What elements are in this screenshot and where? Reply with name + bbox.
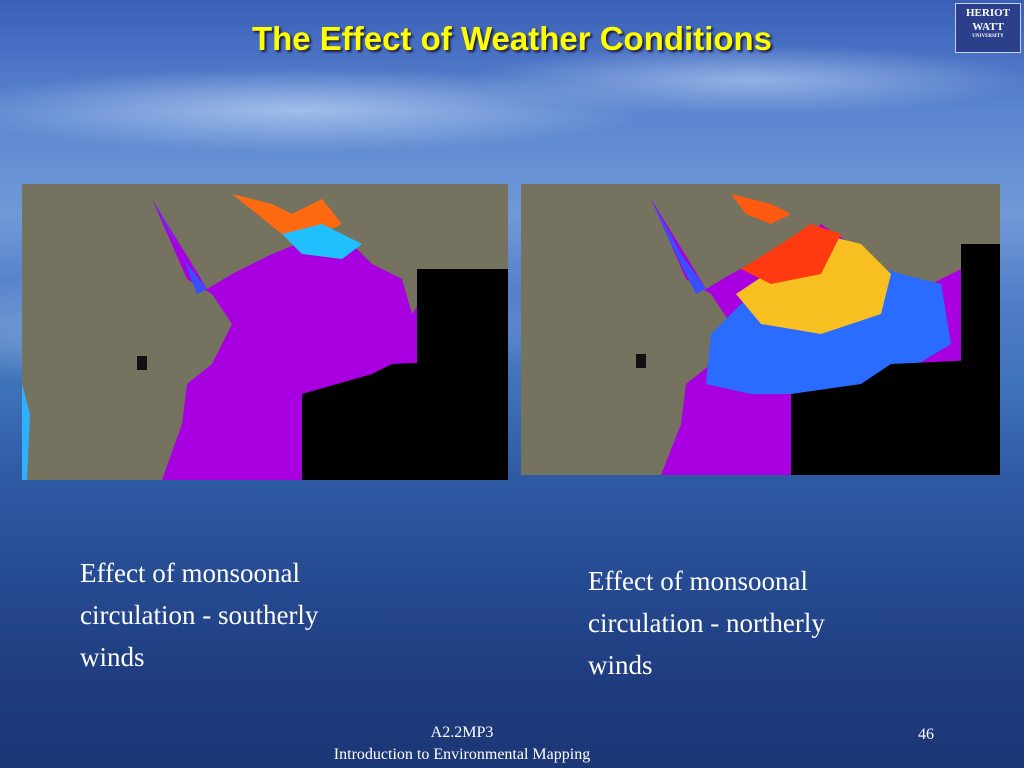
- caption-line: winds: [80, 642, 145, 672]
- caption: Effect of monsoonal circulation - southe…: [80, 552, 318, 678]
- satellite-map: [521, 184, 1000, 475]
- page-number: 46: [918, 726, 934, 743]
- caption-line: Effect of monsoonal: [80, 558, 300, 588]
- caption: Effect of monsoonal circulation - northe…: [588, 560, 825, 686]
- caption-line: winds: [588, 650, 653, 680]
- logo-text: WATT: [972, 21, 1004, 33]
- satellite-map: [22, 184, 508, 480]
- footer: A2.2MP3 Introduction to Environmental Ma…: [262, 722, 662, 766]
- slide-title: The Effect of Weather Conditions: [251, 20, 773, 57]
- caption-line: circulation - southerly: [80, 600, 319, 630]
- logo-text: UNIVERSITY: [972, 34, 1004, 39]
- logo-text: HERIOT: [965, 7, 1010, 19]
- footer-line: A2.2MP3: [430, 724, 494, 741]
- logo: HERIOT WATT UNIVERSITY: [955, 3, 1021, 53]
- footer-line: Introduction to Environmental Mapping: [333, 746, 591, 763]
- caption-line: circulation - northerly: [588, 608, 825, 638]
- caption-line: Effect of monsoonal: [588, 566, 808, 596]
